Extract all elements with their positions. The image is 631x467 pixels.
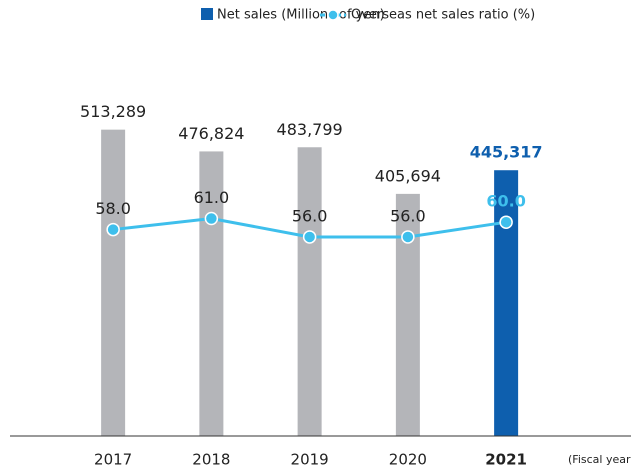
ratio-point [106,222,120,237]
bar [297,147,322,436]
x-tick-label: 2020 [389,451,427,467]
bar [199,151,224,437]
x-tick-label: 2017 [94,451,132,467]
ratio-point [499,215,513,229]
bar [395,193,420,436]
ratio-point [401,230,415,244]
legend-marker [327,9,339,21]
x-axis-label: (Fiscal year) [568,453,631,466]
ratio-value-label: 58.0 [95,199,131,218]
bar [101,129,126,437]
ratio-value-label: 60.0 [486,192,525,211]
bar-value-label: 405,694 [375,166,441,185]
bar-value-label: 513,289 [80,102,146,121]
ratio-value-label: 56.0 [390,206,426,225]
legend-label: Net sales (Millions of yen) [217,8,385,23]
ratio-point [302,230,317,244]
bar-value-label: 483,799 [277,120,343,139]
legend-label: Overseas net sales ratio (%) [351,8,535,23]
x-tick-label: 2018 [192,451,230,467]
ratio-value-label: 56.0 [292,206,328,225]
bar-value-label: 476,824 [178,124,244,143]
bar-value-label: 445,317 [470,143,543,162]
x-tick-label: 2021 [485,451,527,467]
bar [494,170,519,436]
x-tick-label: 2019 [291,451,329,467]
legend-swatch [201,8,213,20]
ratio-point [204,211,219,226]
ratio-value-label: 61.0 [194,188,230,207]
